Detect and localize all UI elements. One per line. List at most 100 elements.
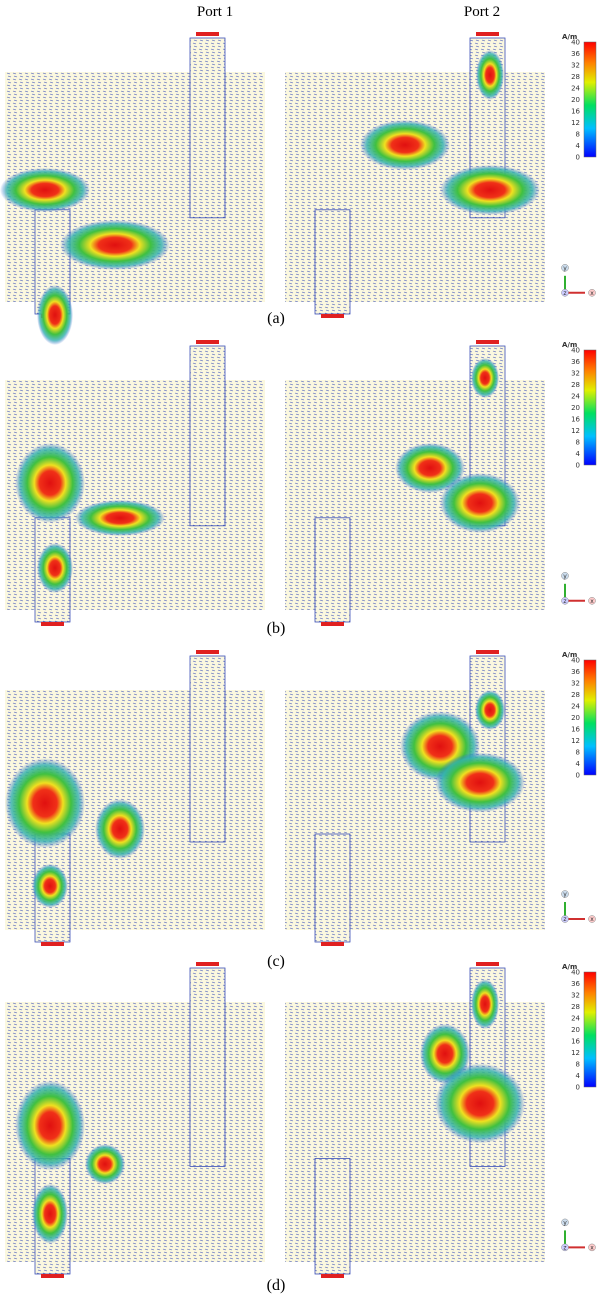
colorbar-tick: 36 <box>571 50 580 58</box>
colorbar-tick: 16 <box>571 726 580 734</box>
port <box>321 622 344 626</box>
colorbar-tick: 36 <box>571 668 580 676</box>
port <box>476 650 499 654</box>
axis-dot <box>561 264 569 272</box>
current-hotspot <box>95 799 145 860</box>
axis-label: z <box>563 290 566 297</box>
current-hotspot <box>32 863 68 908</box>
current-hotspot <box>395 443 465 493</box>
axis-label: y <box>563 573 567 580</box>
colorbar-tick: 16 <box>571 416 580 424</box>
axis-dot <box>561 572 569 580</box>
colorbar-tick: 24 <box>571 393 580 401</box>
colorbar-unit: A/m <box>562 651 577 659</box>
axis-dot <box>561 890 569 898</box>
axis-dot <box>588 289 596 297</box>
port <box>196 32 219 36</box>
colorbar <box>583 349 597 466</box>
colorbar-tick: 40 <box>571 969 580 977</box>
colorbar-tick: 0 <box>576 772 580 780</box>
colorbar-tick: 16 <box>571 1038 580 1046</box>
axis-dot <box>561 597 569 605</box>
current-hotspot <box>15 443 85 523</box>
feed-line <box>189 345 226 527</box>
current-hotspot <box>32 1183 68 1244</box>
axis-label: x <box>590 598 594 605</box>
colorbar-tick: 40 <box>571 39 580 47</box>
feed-line <box>314 517 351 623</box>
current-hotspot <box>15 1080 85 1171</box>
colorbar-tick: 32 <box>571 370 580 378</box>
colorbar-tick: 28 <box>571 73 580 81</box>
colorbar-tick: 12 <box>571 427 580 435</box>
current-hotspot <box>85 1144 125 1185</box>
axis-label: y <box>563 1219 567 1226</box>
colorbar-tick: 20 <box>571 96 580 104</box>
colorbar-unit: A/m <box>562 33 577 41</box>
colorbar-tick: 0 <box>576 462 580 470</box>
column-title: Port 2 <box>464 4 500 20</box>
port <box>321 314 344 318</box>
current-hotspot <box>75 500 165 536</box>
colorbar <box>583 659 597 776</box>
current-hotspot <box>471 358 499 398</box>
colorbar-tick: 32 <box>571 680 580 688</box>
port <box>476 32 499 36</box>
axis-label: y <box>563 891 567 898</box>
colorbar-tick: 20 <box>571 404 580 412</box>
colorbar-tick: 4 <box>576 1072 581 1080</box>
axis-label: x <box>590 916 594 923</box>
port <box>321 942 344 946</box>
colorbar-tick: 40 <box>571 657 580 665</box>
port <box>196 340 219 344</box>
feed-line <box>314 1157 351 1275</box>
colorbar-tick: 24 <box>571 1015 580 1023</box>
feed-line <box>189 655 226 843</box>
current-hotspot <box>476 50 504 100</box>
panel-label: (a) <box>267 310 285 327</box>
current-hotspot <box>37 543 73 593</box>
port <box>476 962 499 966</box>
axis-dot <box>561 915 569 923</box>
colorbar-tick: 36 <box>571 358 580 366</box>
axis-label: z <box>563 598 566 605</box>
colorbar-tick: 32 <box>571 992 580 1000</box>
port <box>41 622 64 626</box>
panel-label: (b) <box>267 620 286 637</box>
colorbar-tick: 4 <box>576 760 581 768</box>
port <box>321 1274 344 1278</box>
colorbar-tick: 0 <box>576 1084 580 1092</box>
current-hotspot <box>435 1063 525 1144</box>
axis-label: z <box>563 1244 566 1251</box>
axis-dot <box>588 597 596 605</box>
current-hotspot <box>5 758 85 849</box>
column-title: Port 1 <box>197 4 233 20</box>
axis-label: x <box>590 1244 594 1251</box>
colorbar-tick: 4 <box>576 450 581 458</box>
current-hotspot <box>37 285 73 345</box>
colorbar-tick: 20 <box>571 1026 580 1034</box>
colorbar-tick: 8 <box>576 749 580 757</box>
axis-dot <box>588 915 596 923</box>
port <box>196 650 219 654</box>
colorbar-tick: 32 <box>571 62 580 70</box>
colorbar-tick: 20 <box>571 714 580 722</box>
feed-line <box>314 209 351 315</box>
colorbar-tick: 8 <box>576 439 580 447</box>
colorbar-tick: 8 <box>576 131 580 139</box>
colorbar-tick: 16 <box>571 108 580 116</box>
axis-dot <box>561 289 569 297</box>
colorbar-tick: 8 <box>576 1061 580 1069</box>
colorbar <box>583 41 597 158</box>
colorbar-tick: 28 <box>571 691 580 699</box>
colorbar-tick: 24 <box>571 85 580 93</box>
current-hotspot <box>360 120 450 170</box>
colorbar-unit: A/m <box>562 341 577 349</box>
colorbar-tick: 40 <box>571 347 580 355</box>
current-hotspot <box>440 473 520 533</box>
current-hotspot <box>420 1023 470 1084</box>
port <box>41 942 64 946</box>
